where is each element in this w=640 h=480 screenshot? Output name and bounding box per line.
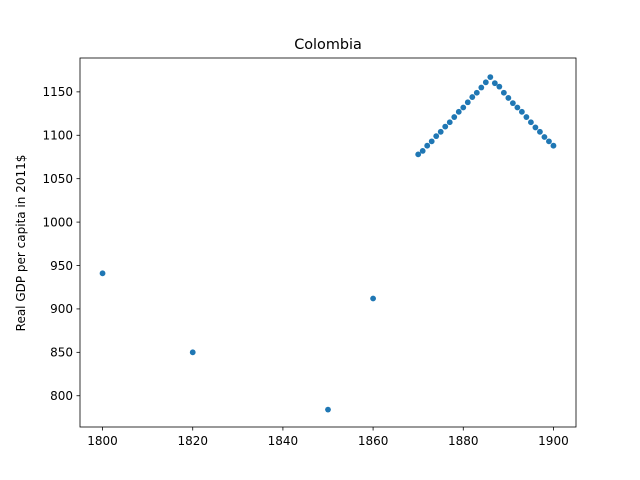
data-point xyxy=(469,94,476,100)
y-tick-label: 1050 xyxy=(42,172,73,186)
data-point xyxy=(442,123,449,130)
data-point xyxy=(518,108,525,115)
data-point xyxy=(514,104,521,111)
data-point xyxy=(500,89,507,96)
y-axis-label: Real GDP per capita in 2011$ xyxy=(14,155,28,332)
data-point xyxy=(451,114,458,120)
data-point xyxy=(523,114,530,120)
plot-area-frame xyxy=(79,57,577,428)
data-point xyxy=(415,151,422,158)
data-point xyxy=(550,142,557,149)
data-point xyxy=(528,119,534,126)
data-point xyxy=(464,99,471,106)
data-point xyxy=(437,128,444,135)
data-point xyxy=(455,108,462,115)
data-point xyxy=(428,138,435,145)
data-point xyxy=(189,349,196,356)
data-point xyxy=(325,406,331,413)
x-tick-label: 1840 xyxy=(268,434,299,448)
data-point xyxy=(482,79,489,86)
data-point xyxy=(478,84,485,91)
data-point xyxy=(541,134,548,140)
data-point xyxy=(473,89,480,96)
data-point xyxy=(370,295,376,302)
data-point xyxy=(496,83,503,90)
data-point xyxy=(446,119,453,126)
data-points xyxy=(99,74,557,413)
x-tick-label: 1820 xyxy=(177,434,208,448)
x-tick-label: 1900 xyxy=(538,434,569,448)
chart-title: Colombia xyxy=(294,37,362,53)
data-point xyxy=(505,95,512,101)
x-tick-label: 1800 xyxy=(87,434,118,448)
y-tick-label: 1000 xyxy=(42,215,73,229)
x-axis-ticks: 1800 1820 1840 1860 1880 1900 xyxy=(87,427,569,448)
data-point xyxy=(487,74,494,81)
x-tick-label: 1880 xyxy=(448,434,479,448)
y-tick-label: 950 xyxy=(50,259,73,273)
data-point xyxy=(433,133,440,140)
data-point xyxy=(424,142,431,149)
data-point xyxy=(537,128,543,135)
data-point xyxy=(546,138,552,145)
y-tick-label: 850 xyxy=(50,346,73,360)
data-point xyxy=(509,100,516,107)
data-point xyxy=(419,148,426,154)
y-tick-label: 1100 xyxy=(42,129,73,143)
y-tick-label: 900 xyxy=(50,302,73,316)
data-point xyxy=(99,270,106,277)
y-axis-ticks: 800 850 900 950 1000 1050 1100 1150 xyxy=(42,85,80,403)
y-tick-label: 800 xyxy=(50,389,73,403)
data-point xyxy=(491,80,498,87)
data-point xyxy=(532,124,539,131)
data-point xyxy=(460,104,467,111)
x-tick-label: 1860 xyxy=(358,434,389,448)
y-tick-label: 1150 xyxy=(42,85,73,99)
